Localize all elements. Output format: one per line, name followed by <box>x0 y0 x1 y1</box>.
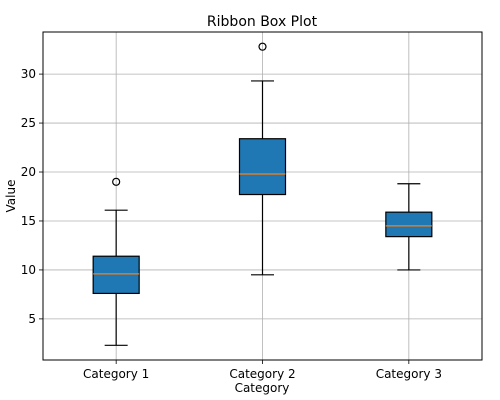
y-tick-label: 15 <box>21 214 36 228</box>
x-axis-label: Category <box>235 381 290 395</box>
y-tick-label: 20 <box>21 165 36 179</box>
y-tick-label: 25 <box>21 116 36 130</box>
y-tick-label: 10 <box>21 263 36 277</box>
ticks: 5 10 15 20 25 30 Category 1 Category 2 Category … <box>21 67 442 381</box>
y-axis-label: Value <box>4 180 18 213</box>
chart-title: Ribbon Box Plot <box>207 14 318 30</box>
x-tick-label: Category 1 <box>83 367 149 381</box>
box-iqr <box>92 255 140 295</box>
outlier-point <box>258 42 267 51</box>
y-tick-label: 30 <box>21 67 36 81</box>
x-tick-label: Category 3 <box>376 367 442 381</box>
x-tick-label: Category 2 <box>229 367 295 381</box>
box-iqr <box>385 211 433 238</box>
boxes <box>92 42 433 346</box>
y-tick-label: 5 <box>28 312 36 326</box>
box-iqr <box>238 138 287 196</box>
outlier-point <box>112 177 121 186</box>
